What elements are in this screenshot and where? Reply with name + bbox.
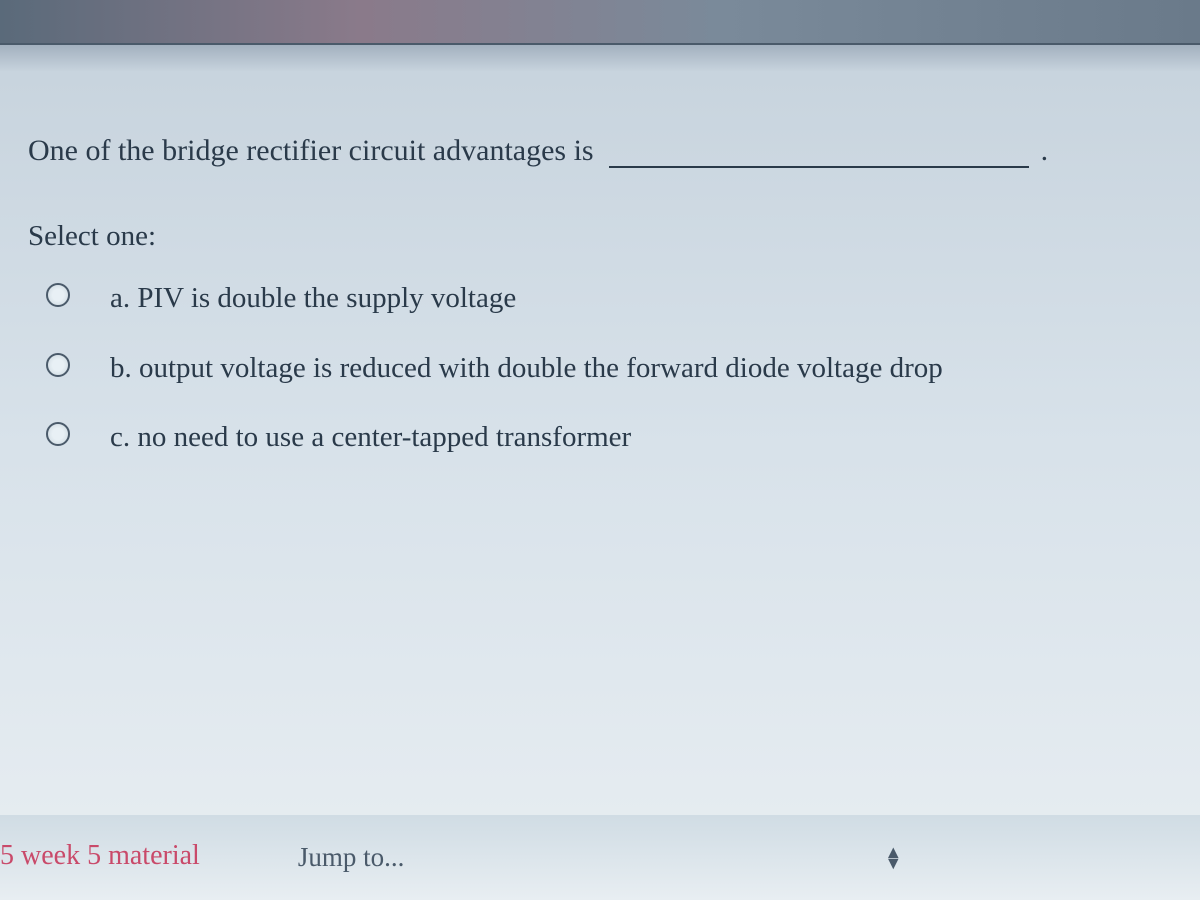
option-row-a: a. PIV is double the supply voltage: [28, 277, 1172, 321]
option-text-a: a. PIV is double the supply voltage: [110, 277, 516, 321]
question-stem-text: One of the bridge rectifier circuit adva…: [28, 134, 594, 167]
option-c-letter: c.: [110, 421, 130, 453]
option-row-c: c. no need to use a center-tapped transf…: [28, 416, 1172, 460]
bottom-nav: 5 week 5 material Jump to... ▲ ▼: [0, 815, 1200, 900]
prev-link[interactable]: 5 week 5 material: [0, 840, 200, 872]
jump-to-label: Jump to...: [298, 842, 405, 873]
option-row-b: b. output voltage is reduced with double…: [28, 347, 1172, 391]
jump-to-dropdown[interactable]: Jump to... ▲ ▼: [298, 842, 902, 873]
option-a-letter: a.: [110, 282, 130, 314]
question-area: One of the bridge rectifier circuit adva…: [0, 45, 1200, 490]
fill-in-blank: [609, 166, 1029, 168]
options-list: a. PIV is double the supply voltage b. o…: [28, 277, 1172, 460]
option-b-letter: b.: [110, 352, 132, 384]
radio-option-c[interactable]: [46, 422, 70, 446]
question-period: .: [1041, 134, 1049, 167]
radio-option-a[interactable]: [46, 283, 70, 307]
question-stem: One of the bridge rectifier circuit adva…: [28, 130, 1172, 172]
option-c-label: no need to use a center-tapped transform…: [137, 421, 631, 453]
top-bar: [0, 0, 1200, 45]
option-text-b: b. output voltage is reduced with double…: [110, 347, 943, 391]
option-text-c: c. no need to use a center-tapped transf…: [110, 416, 631, 460]
radio-option-b[interactable]: [46, 353, 70, 377]
option-b-label: output voltage is reduced with double th…: [139, 352, 943, 384]
dropdown-arrows-icon: ▲ ▼: [884, 847, 902, 869]
option-a-label: PIV is double the supply voltage: [137, 282, 516, 314]
select-prompt: Select one:: [28, 220, 1172, 253]
